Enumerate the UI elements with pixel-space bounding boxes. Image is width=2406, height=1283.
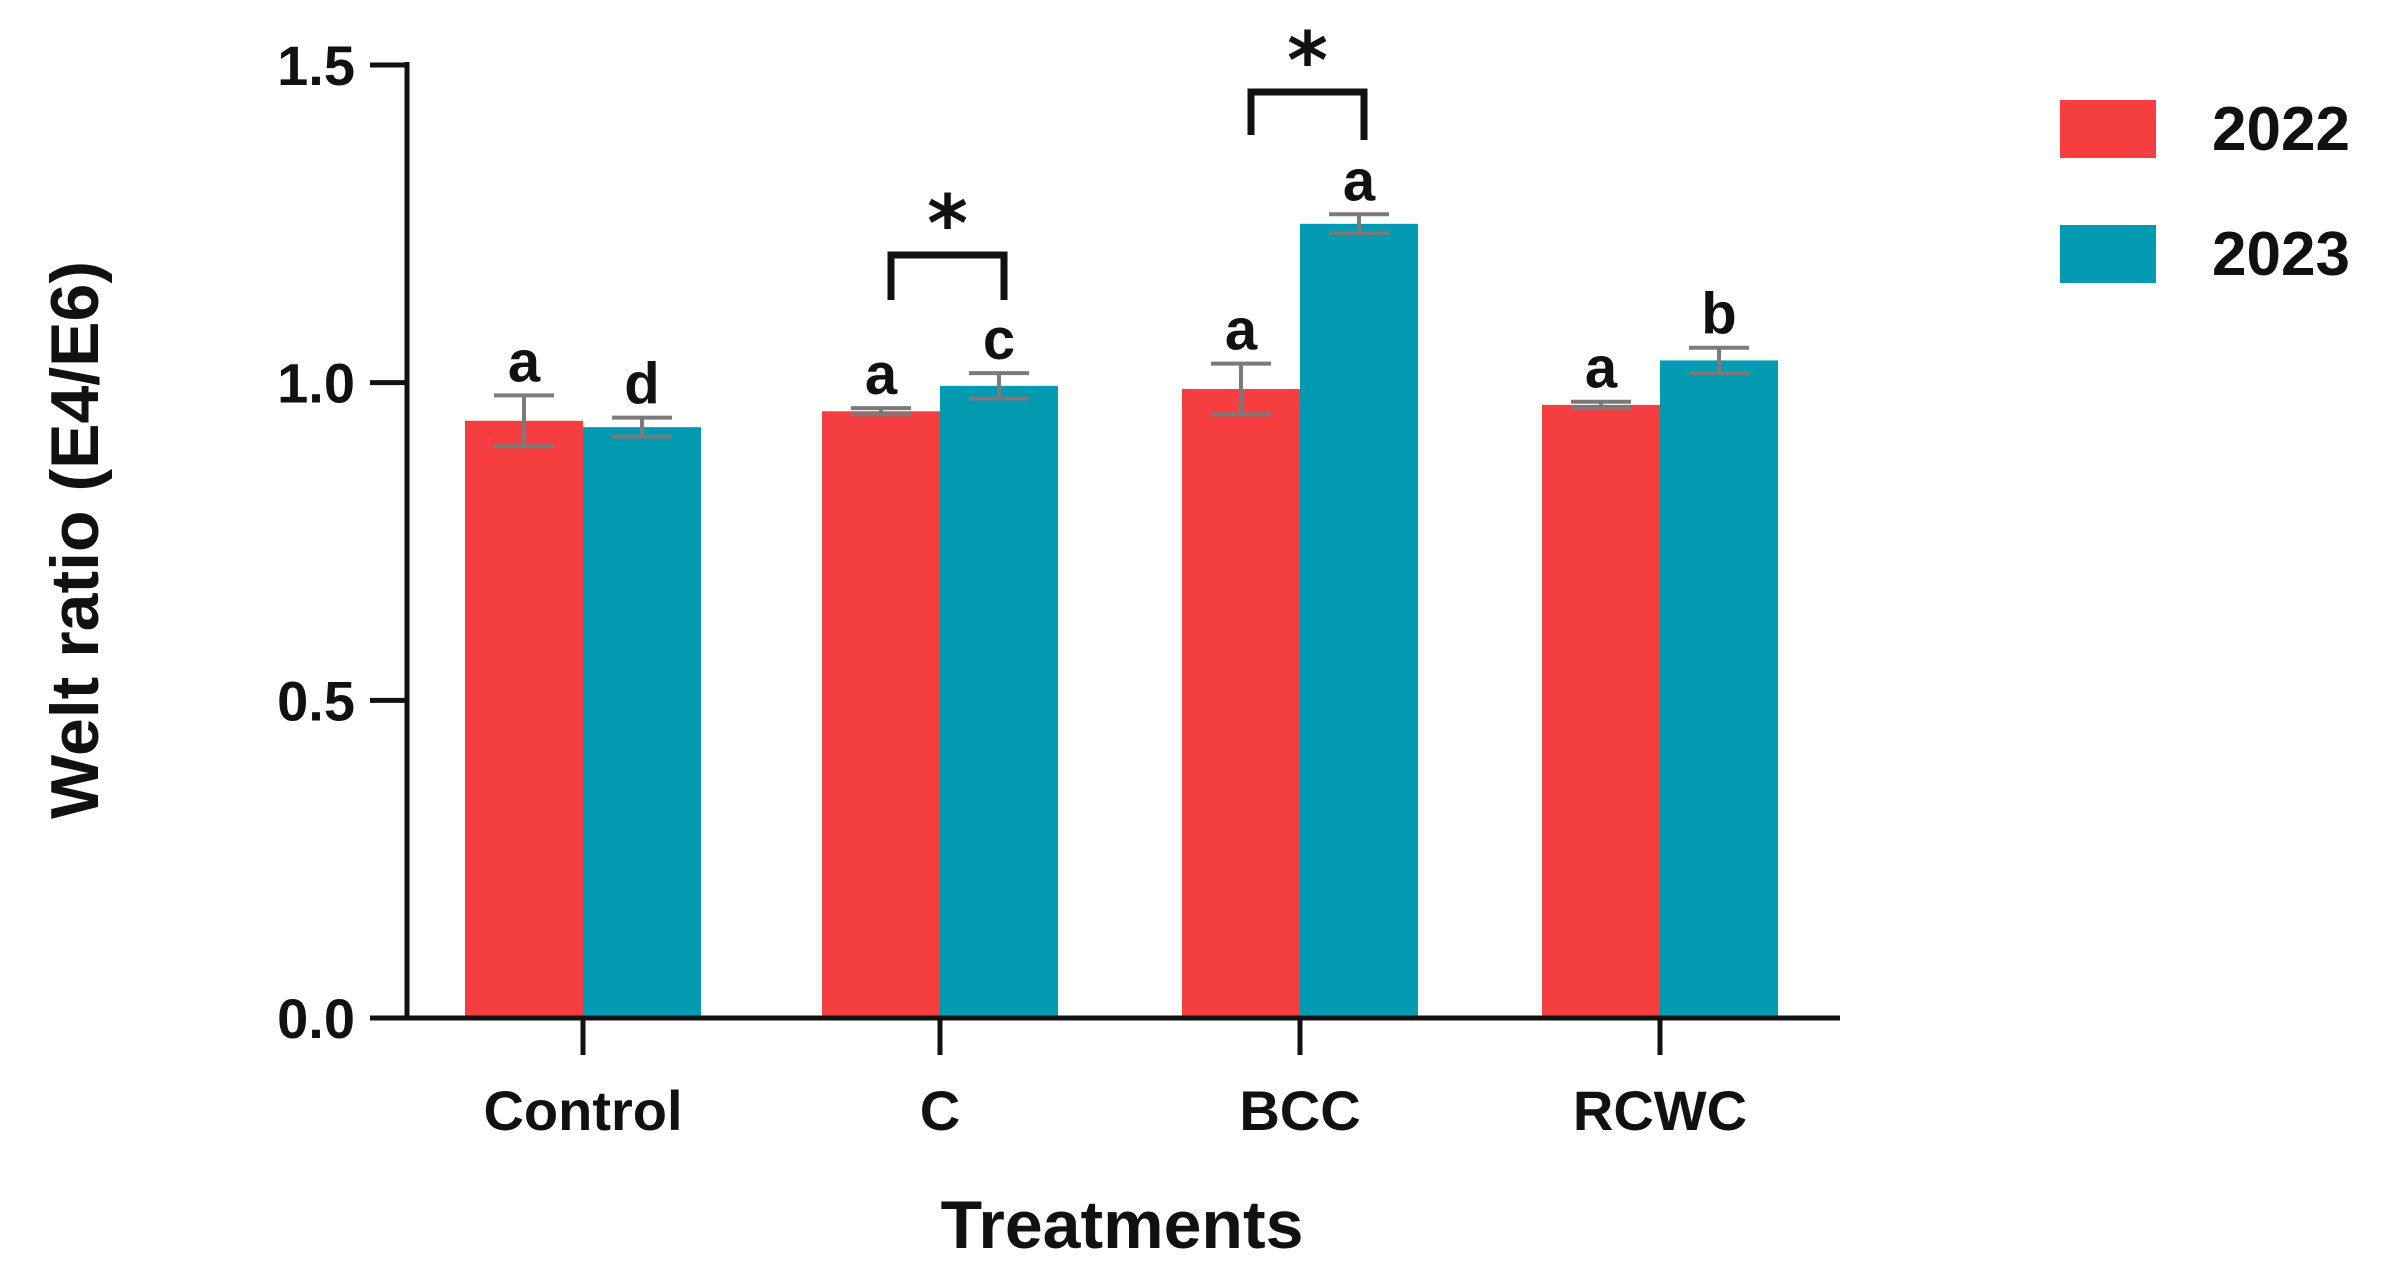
x-axis-title: Treatments [941, 1187, 1304, 1263]
axes-layer [404, 62, 1840, 1021]
y-tick-label: 0.0 [277, 987, 355, 1050]
significance-letter: a [1225, 298, 1258, 363]
bar-2022-bcc [1182, 389, 1300, 1018]
error-bar-2023-control [612, 415, 672, 439]
error-bar-2022-control [494, 393, 554, 449]
error-bar-2022-bcc [1211, 361, 1271, 417]
error-bar-2023-bcc [1329, 212, 1389, 236]
significance-letter: a [865, 342, 898, 407]
legend-label-2022: 2022 [2212, 95, 2350, 164]
bar-2022-c [822, 411, 940, 1018]
x-tick-label-bcc: BCC [1239, 1079, 1360, 1142]
error-bars-layer [494, 212, 1749, 449]
error-bar-2022-rcwc [1571, 399, 1631, 411]
y-axis-title: Welt ratio (E4/E6) [37, 261, 113, 819]
bar-2023-rcwc [1660, 360, 1778, 1018]
x-ticks-layer: Control C BCC RCWC [483, 1018, 1747, 1142]
significance-letter: d [624, 352, 659, 417]
y-tick-label: 0.5 [277, 669, 355, 732]
significance-letter: a [1585, 336, 1618, 401]
significance-star: * [927, 180, 968, 270]
bar-2022-control [465, 420, 583, 1019]
significance-brackets-layer: ** [887, 17, 1368, 300]
significance-letter: a [1343, 148, 1376, 213]
bar-2022-rcwc [1542, 404, 1660, 1018]
x-tick-label-c: C [920, 1079, 960, 1142]
legend-swatch-2023 [2060, 225, 2156, 283]
significance-letter: c [983, 307, 1015, 372]
bars-layer [465, 223, 1778, 1019]
significance-letters-layer: a a a a d c a b [508, 148, 1737, 416]
significance-bracket-c [887, 251, 1008, 300]
error-bar-2023-c [969, 371, 1029, 401]
y-tick-label: 1.5 [277, 34, 355, 97]
legend-label-2023: 2023 [2212, 220, 2350, 289]
legend: 2022 2023 [2060, 95, 2350, 289]
legend-swatch-2022 [2060, 100, 2156, 158]
error-bar-2023-rcwc [1689, 345, 1749, 376]
significance-bracket-bcc [1247, 88, 1368, 140]
significance-letter: a [508, 329, 541, 394]
bar-2023-control [583, 427, 701, 1018]
bar-2023-bcc [1300, 223, 1418, 1019]
significance-letter: b [1701, 282, 1736, 347]
x-tick-label-rcwc: RCWC [1573, 1079, 1747, 1142]
y-ticks-layer: 0.0 0.5 1.0 1.5 [277, 34, 407, 1050]
y-tick-label: 1.0 [277, 352, 355, 415]
x-tick-label-control: Control [483, 1079, 682, 1142]
significance-star: * [1287, 17, 1328, 107]
error-bar-2022-c [851, 406, 911, 417]
bar-2023-c [940, 385, 1058, 1018]
